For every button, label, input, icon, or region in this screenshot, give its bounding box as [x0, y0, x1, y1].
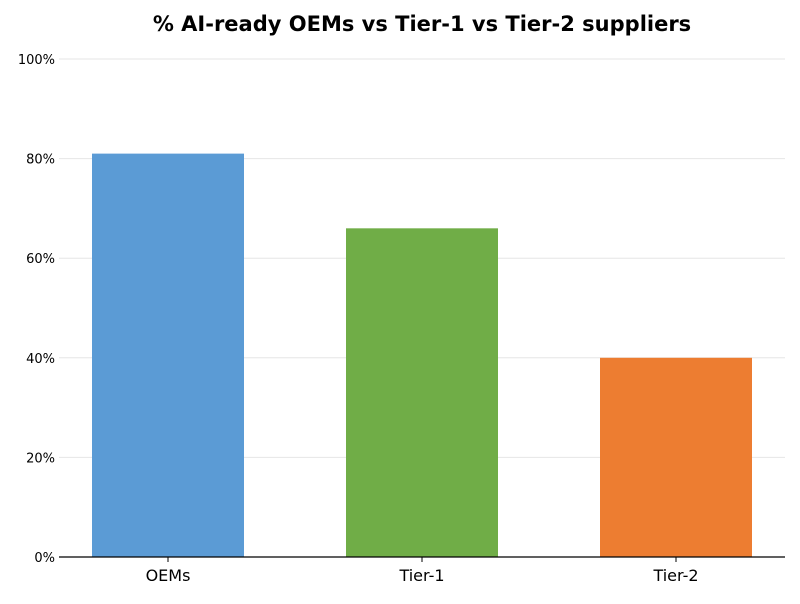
y-tick-label: 40%	[26, 352, 55, 367]
x-tick-label: Tier-1	[398, 566, 444, 585]
y-tick-label: 60%	[26, 252, 55, 267]
y-tick-label: 80%	[26, 153, 55, 168]
y-tick-label: 0%	[34, 551, 55, 566]
bar-tier-2	[600, 357, 752, 557]
bar-tier-1	[346, 228, 498, 557]
x-tick-label: Tier-2	[652, 566, 698, 585]
y-tick-label: 20%	[26, 451, 55, 466]
y-tick-label: 100%	[18, 53, 55, 68]
x-tick-label: OEMs	[146, 566, 191, 585]
bar-oems	[92, 153, 244, 557]
chart-title: % AI-ready OEMs vs Tier-1 vs Tier-2 supp…	[153, 12, 691, 36]
